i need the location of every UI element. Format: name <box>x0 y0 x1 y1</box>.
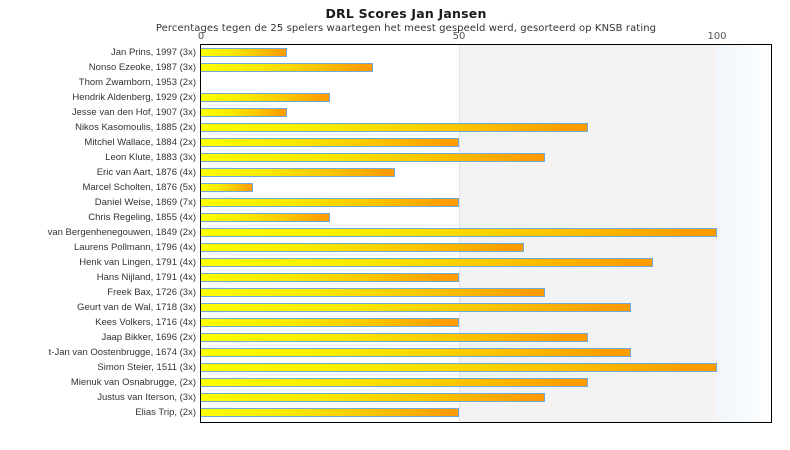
bar-row <box>201 120 771 135</box>
y-axis-label: Mitchel Wallace, 1884 (2x) <box>84 137 196 148</box>
y-axis-label: Jesse van den Hof, 1907 (3x) <box>71 107 196 118</box>
bar-row <box>201 270 771 285</box>
score-bar <box>201 123 588 132</box>
score-bar <box>201 318 459 327</box>
score-bar <box>201 303 631 312</box>
bar-row <box>201 180 771 195</box>
score-bar <box>201 108 288 117</box>
score-bar <box>201 153 546 162</box>
bar-row <box>201 45 771 60</box>
bar-row <box>201 225 771 240</box>
score-bar <box>201 408 459 417</box>
y-axis-label: Jan Prins, 1997 (3x) <box>110 47 196 58</box>
score-bar <box>201 393 546 402</box>
y-axis-label: Nikos Kasomoulis, 1885 (2x) <box>75 122 196 133</box>
score-bar <box>201 168 395 177</box>
bar-row <box>201 405 771 420</box>
y-axis-label: Kees Volkers, 1716 (4x) <box>95 317 196 328</box>
bar-row <box>201 60 771 75</box>
score-bar <box>201 333 588 342</box>
x-tick-0: 0 <box>197 31 205 42</box>
y-axis-label: Marcel Scholten, 1876 (5x) <box>82 182 196 193</box>
y-axis-label: Geurt van de Wal, 1718 (3x) <box>77 302 196 313</box>
y-axis-label: Mienuk van Osnabrugge, (2x) <box>70 377 196 388</box>
bar-row <box>201 285 771 300</box>
overflow-band <box>717 45 772 422</box>
bar-row <box>201 150 771 165</box>
score-bar <box>201 213 330 222</box>
bar-row <box>201 375 771 390</box>
y-axis-label: Leon Klute, 1883 (3x) <box>105 152 196 163</box>
score-bar <box>201 228 717 237</box>
bar-row <box>201 210 771 225</box>
bar-row <box>201 165 771 180</box>
score-bar <box>201 273 459 282</box>
score-bar <box>201 243 524 252</box>
score-bar <box>201 93 330 102</box>
score-bar <box>201 378 588 387</box>
bar-row <box>201 315 771 330</box>
bar-row <box>201 195 771 210</box>
y-axis-label: Eric van Aart, 1876 (4x) <box>96 167 196 178</box>
score-bar <box>201 198 459 207</box>
bar-row <box>201 75 771 90</box>
y-axis-label: Daniel Weise, 1869 (7x) <box>94 197 196 208</box>
score-bar <box>201 288 546 297</box>
score-bar <box>201 48 288 57</box>
y-axis-label: Laurens Pollmann, 1796 (4x) <box>74 242 196 253</box>
score-bar <box>201 63 373 72</box>
bar-row <box>201 300 771 315</box>
score-bar <box>201 363 717 372</box>
y-axis-label: Jaap Bikker, 1696 (2x) <box>101 332 196 343</box>
y-axis-label: Henk van Lingen, 1791 (4x) <box>79 257 196 268</box>
bar-row <box>201 345 771 360</box>
x-tick-100: 100 <box>707 31 727 42</box>
score-bar <box>201 138 459 147</box>
y-axis-label: Thom Zwamborn, 1953 (2x) <box>78 77 196 88</box>
y-axis-label: t-Jan van Oostenbrugge, 1674 (3x) <box>48 347 196 358</box>
y-axis-label: Justus van Iterson, (3x) <box>97 392 196 403</box>
bar-row <box>201 90 771 105</box>
score-bar <box>201 348 631 357</box>
bar-row <box>201 330 771 345</box>
bar-row <box>201 360 771 375</box>
score-bar <box>201 183 253 192</box>
chart-subtitle: Percentages tegen de 25 spelers waartege… <box>155 23 657 34</box>
y-axis-label: Nonso Ezeoke, 1987 (3x) <box>88 62 196 73</box>
y-axis-label: Simon Steier, 1511 (3x) <box>97 362 196 373</box>
plot-area <box>200 44 772 423</box>
bar-row <box>201 135 771 150</box>
y-axis-label: Hendrik Aldenberg, 1929 (2x) <box>72 92 196 103</box>
score-bar <box>201 258 653 267</box>
y-axis-label: Chris Regeling, 1855 (4x) <box>88 212 196 223</box>
bar-row <box>201 105 771 120</box>
y-axis-label: van Bergenhenegouwen, 1849 (2x) <box>47 227 196 238</box>
bar-row <box>201 255 771 270</box>
chart-title: DRL Scores Jan Jansen <box>325 6 487 21</box>
y-axis-label: Freek Bax, 1726 (3x) <box>107 287 196 298</box>
y-axis-label: Elias Trip, (2x) <box>135 407 196 418</box>
x-tick-50: 50 <box>452 31 466 42</box>
y-axis-label: Hans Nijland, 1791 (4x) <box>96 272 196 283</box>
bar-row <box>201 240 771 255</box>
bar-row <box>201 390 771 405</box>
